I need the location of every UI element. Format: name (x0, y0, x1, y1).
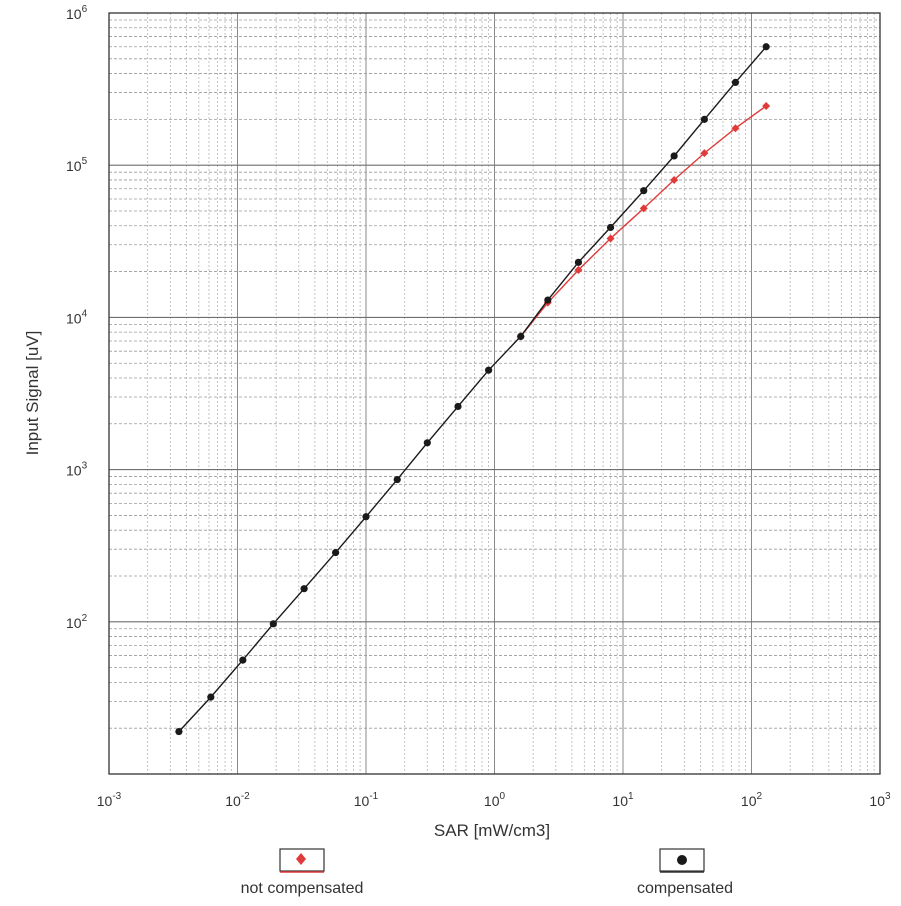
data-point (485, 366, 493, 374)
data-point (239, 656, 247, 664)
x-tick-label: 102 (741, 791, 763, 809)
series-not-compensated (516, 101, 771, 341)
data-point (544, 296, 552, 304)
data-point (454, 402, 462, 411)
x-tick-label: 101 (612, 791, 634, 809)
y-tick-label: 104 (66, 308, 88, 326)
data-point (269, 620, 277, 628)
y-tick-label: 103 (66, 461, 88, 479)
data-point (700, 115, 709, 123)
x-axis-title: SAR [mW/cm3] (434, 821, 550, 840)
data-point (700, 149, 709, 158)
data-point (606, 223, 615, 232)
series (175, 43, 771, 736)
circle-marker-icon (677, 855, 687, 865)
data-point (606, 234, 615, 243)
series-line-compensated (178, 46, 767, 733)
y-tick-label: 105 (66, 156, 88, 174)
series-compensated (175, 43, 770, 736)
legend-item-compensated: compensated (637, 848, 733, 897)
tick-labels: 10-3 10-2 10-1 100 101 102 103 102 103 104 105 106 (66, 4, 891, 809)
data-point (332, 548, 340, 557)
x-tick-label: 100 (484, 791, 506, 809)
data-point (670, 152, 678, 160)
data-point (517, 332, 525, 341)
x-tick-label: 10-3 (97, 791, 122, 809)
legend-label-compensated: compensated (637, 880, 733, 897)
data-point (574, 265, 583, 274)
legend: not compensated compensated (241, 848, 733, 897)
data-point (300, 585, 308, 593)
data-point (574, 258, 583, 266)
plot-frame (108, 12, 881, 775)
data-point (731, 78, 740, 86)
data-point (207, 693, 215, 701)
data-point (175, 727, 183, 736)
y-tick-label: 106 (66, 4, 88, 22)
y-axis-title: Input Signal [uV] (23, 331, 42, 456)
diamond-marker-icon (296, 853, 306, 865)
data-point (731, 124, 740, 133)
data-point (762, 43, 770, 51)
legend-label-not-compensated: not compensated (241, 880, 364, 897)
grid (109, 13, 880, 774)
data-point (670, 175, 679, 184)
data-point (393, 475, 401, 484)
data-point (762, 101, 771, 110)
x-tick-label: 103 (869, 791, 891, 809)
series-line-not-compensated (520, 105, 767, 337)
data-point (362, 513, 370, 521)
data-point (639, 204, 648, 213)
data-point (423, 439, 431, 447)
x-tick-label: 10-1 (354, 791, 379, 809)
x-tick-label: 10-2 (225, 791, 250, 809)
data-point (640, 187, 648, 195)
y-tick-label: 102 (66, 613, 88, 631)
legend-item-not-compensated: not compensated (241, 848, 364, 897)
